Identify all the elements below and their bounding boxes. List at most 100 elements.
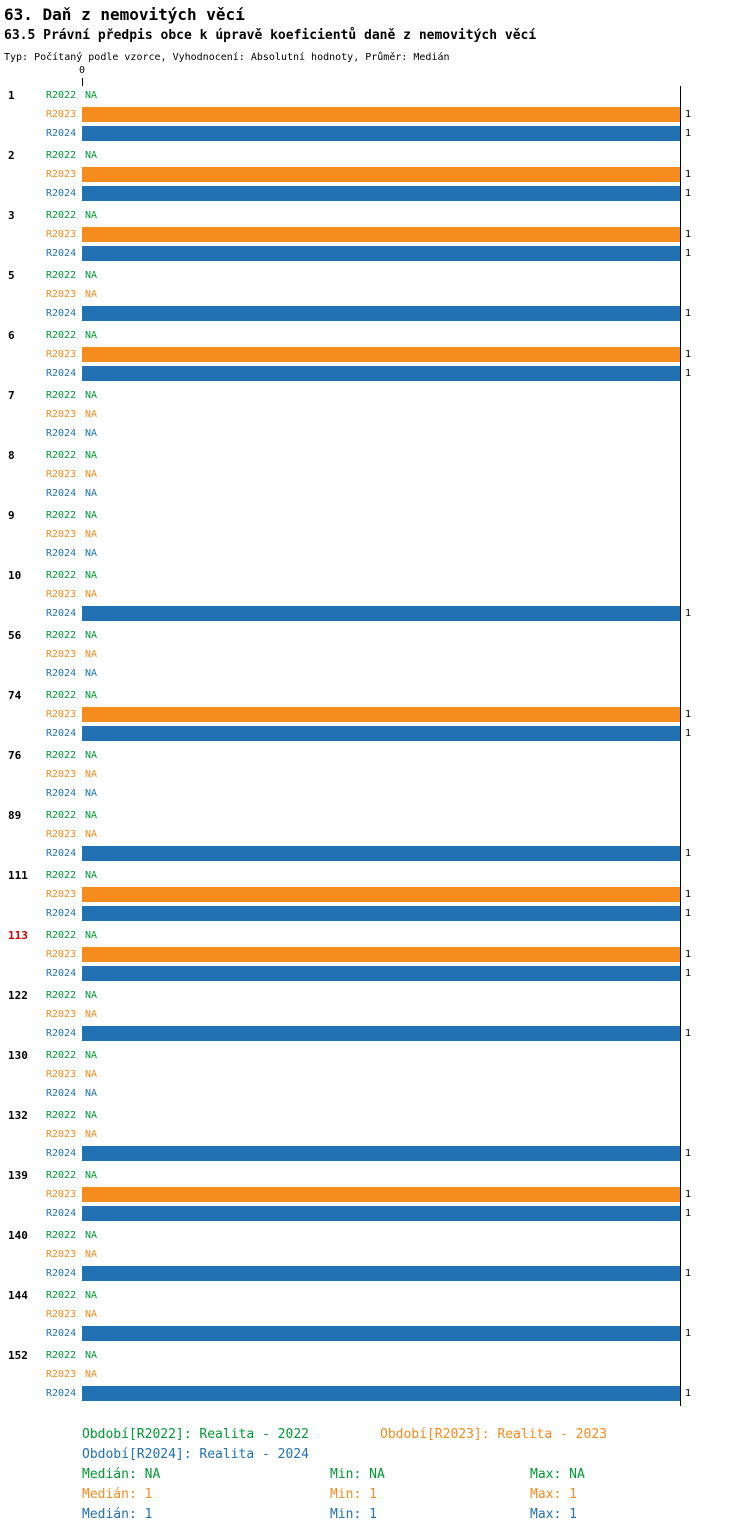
chart-row-8-R2024: R2024 NA xyxy=(0,484,750,503)
series-label: R2024 xyxy=(46,968,77,979)
chart-row-6-R2024: R2024 1 xyxy=(0,364,750,383)
chart-row-3-R2022: R2022 NA xyxy=(0,206,750,225)
na-value-label: NA xyxy=(85,390,98,401)
bar-r2023 xyxy=(82,947,680,962)
series-label: R2022 xyxy=(46,690,77,701)
chart-row-144-R2023: R2023 NA xyxy=(0,1305,750,1324)
group-id-label: 139 xyxy=(8,1169,28,1182)
group-id-label: 132 xyxy=(8,1109,28,1122)
bar-value-label: 1 xyxy=(685,1388,692,1399)
chart-row-152-R2023: R2023 NA xyxy=(0,1365,750,1384)
na-value-label: NA xyxy=(85,829,98,840)
na-value-label: NA xyxy=(85,810,98,821)
series-label: R2023 xyxy=(46,1009,77,1020)
bar-r2024 xyxy=(82,1026,680,1041)
chart-row-1-R2024: R2024 1 xyxy=(0,124,750,143)
series-label: R2024 xyxy=(46,1268,77,1279)
bar-r2024 xyxy=(82,1206,680,1221)
bar-value-label: 1 xyxy=(685,709,692,720)
series-label: R2023 xyxy=(46,769,77,780)
chart-row-122-R2024: R2024 1 xyxy=(0,1024,750,1043)
na-value-label: NA xyxy=(85,548,98,559)
chart-row-6-R2023: R2023 1 xyxy=(0,345,750,364)
bar-value-label: 1 xyxy=(685,188,692,199)
na-value-label: NA xyxy=(85,428,98,439)
chart-group-2: 2 R2022 NA R2023 1 R2024 1 xyxy=(0,146,750,206)
na-value-label: NA xyxy=(85,589,98,600)
na-value-label: NA xyxy=(85,210,98,221)
stat-min-r2022: Min: NA xyxy=(330,1467,385,1482)
series-label: R2023 xyxy=(46,109,77,120)
na-value-label: NA xyxy=(85,150,98,161)
series-label: R2022 xyxy=(46,570,77,581)
series-label: R2024 xyxy=(46,1328,77,1339)
chart-group-9: 9 R2022 NA R2023 NA R2024 NA xyxy=(0,506,750,566)
na-value-label: NA xyxy=(85,990,98,1001)
series-label: R2024 xyxy=(46,728,77,739)
stat-min-r2023: Min: 1 xyxy=(330,1487,377,1502)
na-value-label: NA xyxy=(85,1309,98,1320)
chart-row-144-R2024: R2024 1 xyxy=(0,1324,750,1343)
chart-row-8-R2022: R2022 NA xyxy=(0,446,750,465)
chart-row-140-R2024: R2024 1 xyxy=(0,1264,750,1283)
series-label: R2022 xyxy=(46,330,77,341)
chart-row-2-R2024: R2024 1 xyxy=(0,184,750,203)
bar-r2023 xyxy=(82,227,680,242)
series-label: R2022 xyxy=(46,750,77,761)
chart-group-74: 74 R2022 NA R2023 1 R2024 1 xyxy=(0,686,750,746)
series-label: R2022 xyxy=(46,630,77,641)
chart-row-76-R2022: R2022 NA xyxy=(0,746,750,765)
series-label: R2024 xyxy=(46,1088,77,1099)
series-label: R2023 xyxy=(46,1129,77,1140)
chart-row-7-R2024: R2024 NA xyxy=(0,424,750,443)
group-id-label: 144 xyxy=(8,1289,28,1302)
bar-value-label: 1 xyxy=(685,248,692,259)
chart-row-130-R2024: R2024 NA xyxy=(0,1084,750,1103)
chart-group-5: 5 R2022 NA R2023 NA R2024 1 xyxy=(0,266,750,326)
bar-value-label: 1 xyxy=(685,848,692,859)
series-label: R2024 xyxy=(46,188,77,199)
na-value-label: NA xyxy=(85,409,98,420)
series-label: R2022 xyxy=(46,1290,77,1301)
bar-value-label: 1 xyxy=(685,889,692,900)
chart-row-56-R2023: R2023 NA xyxy=(0,645,750,664)
group-id-label: 130 xyxy=(8,1049,28,1062)
stat-max-r2022: Max: NA xyxy=(530,1467,585,1482)
chart-group-140: 140 R2022 NA R2023 NA R2024 1 xyxy=(0,1226,750,1286)
series-label: R2022 xyxy=(46,1170,77,1181)
chart-row-2-R2023: R2023 1 xyxy=(0,165,750,184)
na-value-label: NA xyxy=(85,270,98,281)
series-label: R2024 xyxy=(46,788,77,799)
na-value-label: NA xyxy=(85,1069,98,1080)
group-id-label: 122 xyxy=(8,989,28,1002)
series-label: R2024 xyxy=(46,308,77,319)
series-label: R2022 xyxy=(46,930,77,941)
gridline-value-1 xyxy=(680,86,681,1406)
series-label: R2024 xyxy=(46,128,77,139)
group-id-label: 7 xyxy=(8,389,15,402)
series-label: R2023 xyxy=(46,1069,77,1080)
chart-row-130-R2023: R2023 NA xyxy=(0,1065,750,1084)
series-label: R2023 xyxy=(46,409,77,420)
chart-row-76-R2023: R2023 NA xyxy=(0,765,750,784)
chart-group-6: 6 R2022 NA R2023 1 R2024 1 xyxy=(0,326,750,386)
bar-r2023 xyxy=(82,107,680,122)
chart-row-132-R2023: R2023 NA xyxy=(0,1125,750,1144)
bar-value-label: 1 xyxy=(685,1268,692,1279)
bar-value-label: 1 xyxy=(685,908,692,919)
chart-row-111-R2023: R2023 1 xyxy=(0,885,750,904)
na-value-label: NA xyxy=(85,488,98,499)
chart-group-122: 122 R2022 NA R2023 NA R2024 1 xyxy=(0,986,750,1046)
series-label: R2024 xyxy=(46,488,77,499)
chart-group-76: 76 R2022 NA R2023 NA R2024 NA xyxy=(0,746,750,806)
group-id-label: 113 xyxy=(8,929,28,942)
chart-row-7-R2022: R2022 NA xyxy=(0,386,750,405)
series-label: R2024 xyxy=(46,1028,77,1039)
series-label: R2022 xyxy=(46,810,77,821)
na-value-label: NA xyxy=(85,1170,98,1181)
stat-median-r2023: Medián: 1 xyxy=(82,1487,153,1502)
chart-row-56-R2024: R2024 NA xyxy=(0,664,750,683)
series-label: R2024 xyxy=(46,1208,77,1219)
chart-row-139-R2022: R2022 NA xyxy=(0,1166,750,1185)
chart-row-144-R2022: R2022 NA xyxy=(0,1286,750,1305)
